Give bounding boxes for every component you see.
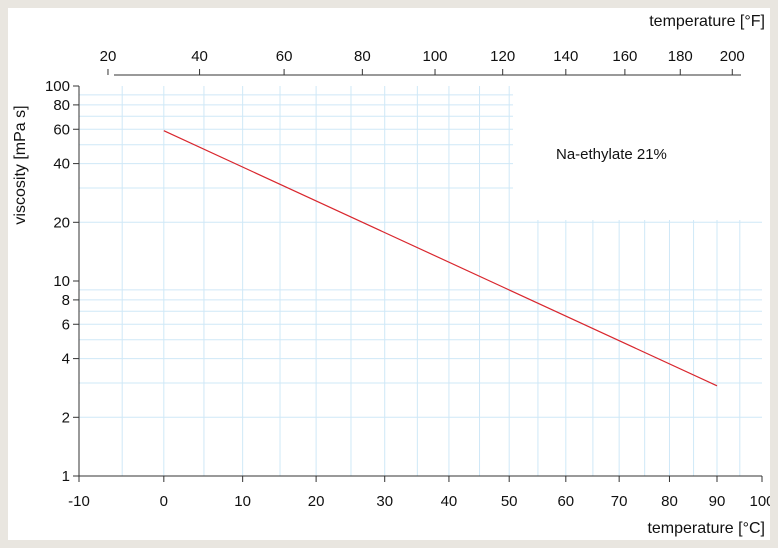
top-x-tick-label: 40 — [191, 48, 208, 65]
x-tick-label: 50 — [501, 493, 518, 510]
series-layer — [163, 130, 718, 387]
annotation-text: Na-ethylate 21% — [556, 146, 667, 163]
y-tick-label: 100 — [45, 78, 70, 95]
top-axis-title: temperature [°F] — [649, 13, 765, 30]
y-tick-label: 40 — [53, 156, 70, 173]
y-tick-label: 20 — [53, 214, 70, 231]
top-x-tick-label: 80 — [354, 48, 371, 65]
viscosity-line — [163, 130, 718, 387]
y-tick-label: 6 — [62, 316, 70, 333]
x-tick-label: 30 — [376, 493, 393, 510]
y-tick-label: 2 — [62, 409, 70, 426]
top-x-tick-label: 180 — [668, 48, 693, 65]
top-x-ticks: 20 40 60 80 100 120 140 160 180 200 — [100, 48, 745, 75]
x-tick-label: 40 — [441, 493, 458, 510]
top-x-tick-label: 20 — [100, 48, 117, 65]
x-tick-label: 90 — [709, 493, 726, 510]
y-axis-title: viscosity [mPa s] — [12, 105, 29, 224]
y-tick-label: 1 — [62, 468, 70, 485]
chart-frame: Na-ethylate 21% -10 0 10 20 30 40 50 60 70 80 90 10… — [8, 8, 770, 540]
vertical-grid — [121, 86, 741, 476]
x-tick-label: 20 — [308, 493, 325, 510]
x-tick-label: 100 — [749, 493, 770, 510]
top-x-tick-label: 60 — [276, 48, 293, 65]
x-tick-label: 80 — [661, 493, 678, 510]
top-x-tick-label: 140 — [553, 48, 578, 65]
x-tick-label: 0 — [160, 493, 168, 510]
y-tick-label: 10 — [53, 273, 70, 290]
y-tick-label: 4 — [62, 351, 70, 368]
annotation-box — [513, 86, 762, 220]
top-x-tick-label: 200 — [720, 48, 745, 65]
viscosity-chart: Na-ethylate 21% -10 0 10 20 30 40 50 60 70 80 90 10… — [12, 13, 770, 537]
top-x-tick-label: 160 — [612, 48, 637, 65]
top-x-tick-label: 100 — [423, 48, 448, 65]
x-ticks: -10 0 10 20 30 40 50 60 70 80 90 100 — [68, 476, 770, 510]
y-ticks: 1 2 4 6 8 10 20 40 60 80 100 — [45, 78, 79, 485]
x-tick-label: 70 — [611, 493, 628, 510]
x-tick-label: 10 — [234, 493, 251, 510]
x-tick-label: -10 — [68, 493, 90, 510]
y-tick-label: 80 — [53, 97, 70, 114]
y-tick-label: 60 — [53, 121, 70, 138]
x-tick-label: 60 — [557, 493, 574, 510]
top-x-tick-label: 120 — [490, 48, 515, 65]
y-tick-label: 8 — [62, 292, 70, 309]
x-axis-title: temperature [°C] — [647, 520, 765, 537]
